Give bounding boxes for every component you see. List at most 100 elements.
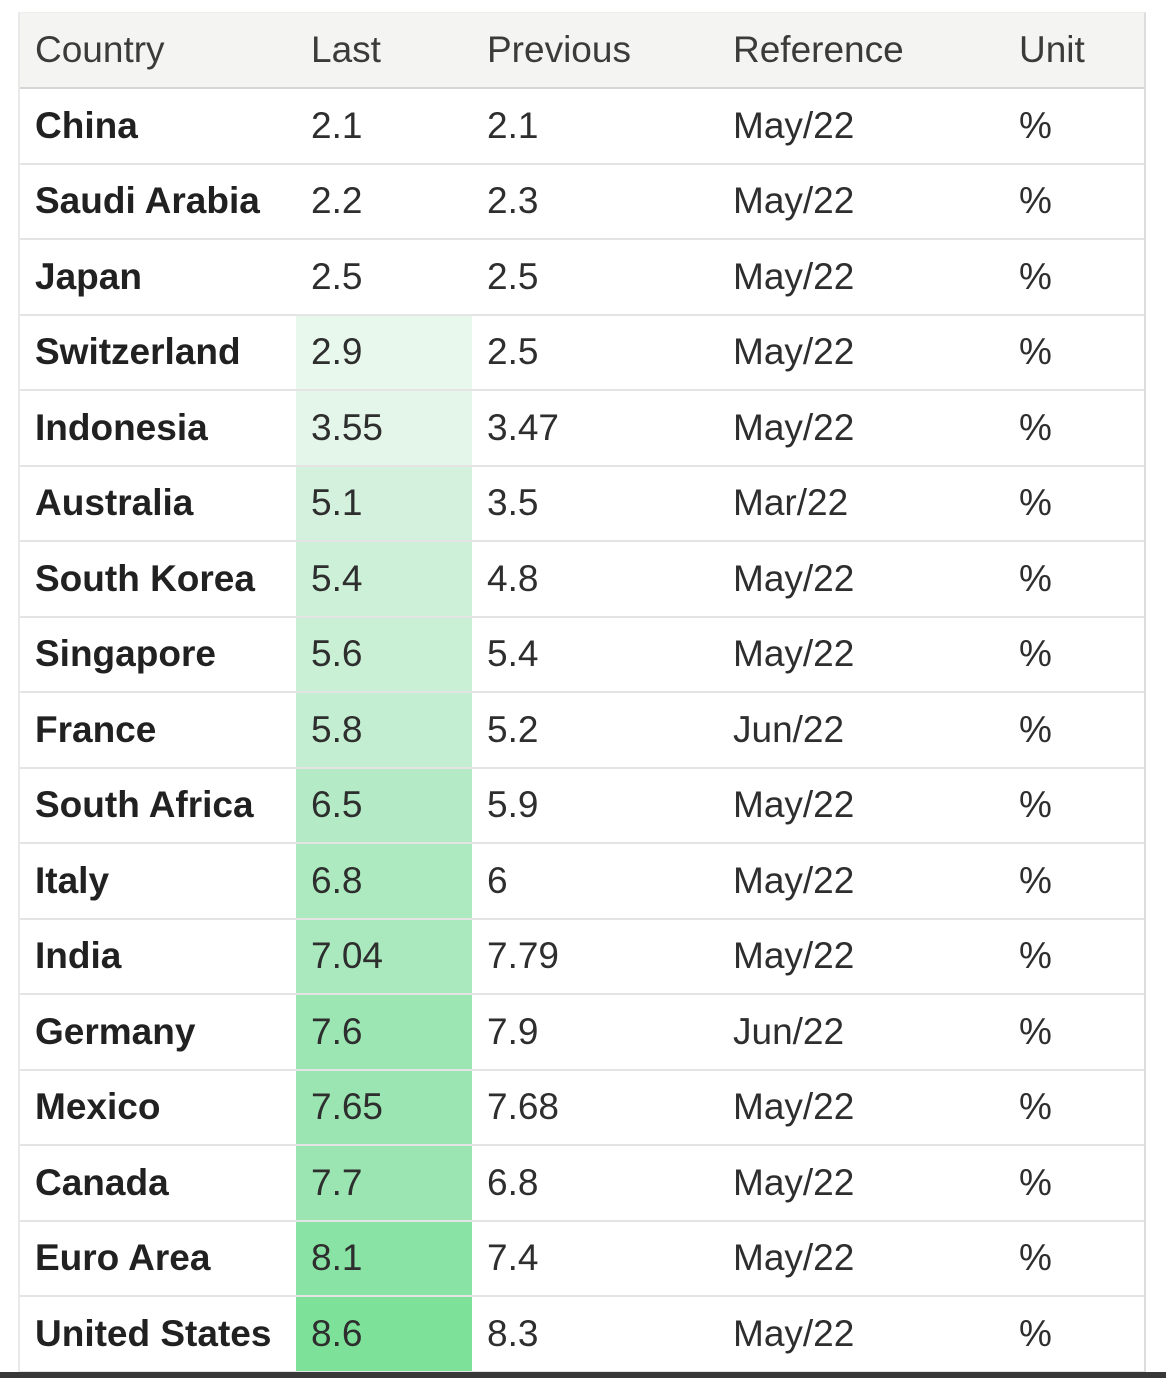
table-row: Indonesia 3.55 3.47 May/22% [20, 390, 1144, 467]
country-cell[interactable]: Japan [20, 239, 296, 316]
last-value-cell: 6.8 [296, 843, 472, 920]
last-value-cell: 5.4 [296, 541, 472, 618]
inflation-rate-table: Country Last Previous Reference Unit Chi… [18, 12, 1146, 1373]
data-table: Country Last Previous Reference Unit Chi… [20, 13, 1144, 1373]
last-value-cell: 7.65 [296, 1069, 472, 1146]
unit-cell: % [1004, 163, 1144, 240]
last-value-cell: 8.6 [296, 1296, 472, 1373]
country-cell[interactable]: Australia [20, 465, 296, 542]
col-header-previous: Previous [472, 13, 718, 89]
unit-cell: % [1004, 239, 1144, 316]
table-row: Saudi Arabia 2.2 2.3 May/22% [20, 163, 1144, 240]
reference-cell: May/22 [718, 843, 1004, 920]
last-value-cell: 2.9 [296, 314, 472, 391]
previous-value-cell: 5.2 [472, 692, 718, 769]
table-row: Japan 2.5 2.5 May/22% [20, 239, 1144, 316]
unit-cell: % [1004, 541, 1144, 618]
table-row: Canada 7.7 6.8 May/22% [20, 1145, 1144, 1222]
unit-cell: % [1004, 1220, 1144, 1297]
col-header-last: Last [296, 13, 472, 89]
last-value-cell: 8.1 [296, 1220, 472, 1297]
unit-cell: % [1004, 616, 1144, 693]
reference-cell: May/22 [718, 239, 1004, 316]
reference-cell: May/22 [718, 918, 1004, 995]
country-cell[interactable]: Germany [20, 994, 296, 1071]
last-value-cell: 6.5 [296, 767, 472, 844]
table-row: South Korea 5.4 4.8 May/22% [20, 541, 1144, 618]
last-value-cell: 2.2 [296, 163, 472, 240]
last-value-cell: 2.5 [296, 239, 472, 316]
reference-cell: Jun/22 [718, 692, 1004, 769]
table-row: Germany 7.6 7.9 Jun/22% [20, 994, 1144, 1071]
country-cell[interactable]: India [20, 918, 296, 995]
last-value-cell: 2.1 [296, 88, 472, 165]
country-cell[interactable]: France [20, 692, 296, 769]
country-cell[interactable]: China [20, 88, 296, 165]
table-row: Switzerland 2.9 2.5 May/22% [20, 314, 1144, 391]
unit-cell: % [1004, 314, 1144, 391]
country-cell[interactable]: United States [20, 1296, 296, 1373]
table-row: India 7.04 7.79 May/22% [20, 918, 1144, 995]
reference-cell: May/22 [718, 1296, 1004, 1373]
last-value-cell: 7.04 [296, 918, 472, 995]
col-header-unit: Unit [1004, 13, 1144, 89]
country-cell[interactable]: Switzerland [20, 314, 296, 391]
previous-value-cell: 2.3 [472, 163, 718, 240]
unit-cell: % [1004, 88, 1144, 165]
reference-cell: May/22 [718, 767, 1004, 844]
table-row: Australia 5.1 3.5 Mar/22% [20, 465, 1144, 542]
previous-value-cell: 5.9 [472, 767, 718, 844]
reference-cell: May/22 [718, 314, 1004, 391]
last-value-cell: 5.1 [296, 465, 472, 542]
table-row: Italy 6.8 6 May/22% [20, 843, 1144, 920]
previous-value-cell: 6 [472, 843, 718, 920]
country-cell[interactable]: Singapore [20, 616, 296, 693]
previous-value-cell: 3.5 [472, 465, 718, 542]
reference-cell: May/22 [718, 1069, 1004, 1146]
unit-cell: % [1004, 465, 1144, 542]
last-value-cell: 3.55 [296, 390, 472, 467]
country-cell[interactable]: Indonesia [20, 390, 296, 467]
reference-cell: Mar/22 [718, 465, 1004, 542]
reference-cell: May/22 [718, 390, 1004, 467]
reference-cell: May/22 [718, 1220, 1004, 1297]
unit-cell: % [1004, 994, 1144, 1071]
unit-cell: % [1004, 1145, 1144, 1222]
unit-cell: % [1004, 843, 1144, 920]
col-header-reference: Reference [718, 13, 1004, 89]
reference-cell: May/22 [718, 163, 1004, 240]
table-row: Mexico 7.65 7.68 May/22% [20, 1069, 1144, 1146]
last-value-cell: 5.6 [296, 616, 472, 693]
reference-cell: May/22 [718, 1145, 1004, 1222]
unit-cell: % [1004, 918, 1144, 995]
last-value-cell: 7.6 [296, 994, 472, 1071]
reference-cell: May/22 [718, 88, 1004, 165]
previous-value-cell: 3.47 [472, 390, 718, 467]
previous-value-cell: 6.8 [472, 1145, 718, 1222]
unit-cell: % [1004, 1296, 1144, 1373]
country-cell[interactable]: Mexico [20, 1069, 296, 1146]
last-value-cell: 7.7 [296, 1145, 472, 1222]
reference-cell: Jun/22 [718, 994, 1004, 1071]
country-cell[interactable]: South Korea [20, 541, 296, 618]
previous-value-cell: 8.3 [472, 1296, 718, 1373]
table-row: France 5.8 5.2 Jun/22% [20, 692, 1144, 769]
previous-value-cell: 7.9 [472, 994, 718, 1071]
unit-cell: % [1004, 390, 1144, 467]
country-cell[interactable]: Saudi Arabia [20, 163, 296, 240]
previous-value-cell: 5.4 [472, 616, 718, 693]
country-cell[interactable]: Italy [20, 843, 296, 920]
table-row: United States 8.6 8.3 May/22% [20, 1296, 1144, 1373]
previous-value-cell: 4.8 [472, 541, 718, 618]
table-row: Euro Area 8.1 7.4 May/22% [20, 1220, 1144, 1297]
previous-value-cell: 7.79 [472, 918, 718, 995]
unit-cell: % [1004, 1069, 1144, 1146]
table-row: South Africa 6.5 5.9 May/22% [20, 767, 1144, 844]
country-cell[interactable]: Canada [20, 1145, 296, 1222]
previous-value-cell: 7.4 [472, 1220, 718, 1297]
previous-value-cell: 7.68 [472, 1069, 718, 1146]
table-row: China 2.1 2.1 May/22% [20, 88, 1144, 165]
country-cell[interactable]: Euro Area [20, 1220, 296, 1297]
country-cell[interactable]: South Africa [20, 767, 296, 844]
